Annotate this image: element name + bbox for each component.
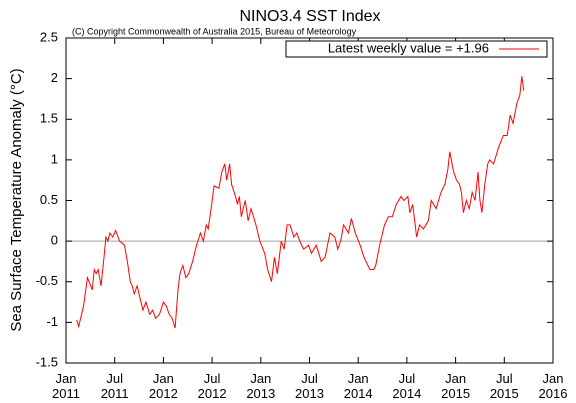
y-tick-label: 1 xyxy=(51,151,58,166)
legend-box xyxy=(285,40,548,58)
y-tick-label: 0 xyxy=(51,233,58,248)
y-axis-label: Sea Surface Temperature Anomaly (°C) xyxy=(8,68,25,331)
x-tick-label: Jan 2014 xyxy=(343,371,373,401)
x-tick-label: Jul 2012 xyxy=(197,371,227,401)
x-tick-label: Jul 2013 xyxy=(295,371,324,401)
x-tick-label: Jan 2013 xyxy=(246,371,276,401)
y-tick-label: 2.5 xyxy=(40,29,58,44)
x-tick-label: Jan 2011 xyxy=(52,371,80,401)
legend-label: Latest weekly value = +1.96 xyxy=(328,40,489,55)
x-tick-label: Jul 2015 xyxy=(489,371,519,401)
x-tick-label: Jul 2014 xyxy=(392,371,422,401)
x-tick-label: Jan 2016 xyxy=(538,371,568,401)
chart-title: NINO3.4 SST Index xyxy=(239,8,380,25)
y-tick-label: -0.5 xyxy=(36,273,58,288)
x-tick-label: Jul 2011 xyxy=(100,371,129,401)
chart-subtitle: (C) Copyright Commonwealth of Australia … xyxy=(72,26,357,36)
y-tick-label: -1 xyxy=(46,314,58,329)
y-tick-label: 1.5 xyxy=(40,111,58,126)
y-tick-label: 0.5 xyxy=(40,192,58,207)
x-tick-label: Jan 2012 xyxy=(148,371,178,401)
data-line xyxy=(76,76,525,329)
y-tick-label: 2 xyxy=(51,70,58,85)
y-tick-label: -1.5 xyxy=(36,354,58,369)
x-tick-label: Jan 2015 xyxy=(441,371,471,401)
